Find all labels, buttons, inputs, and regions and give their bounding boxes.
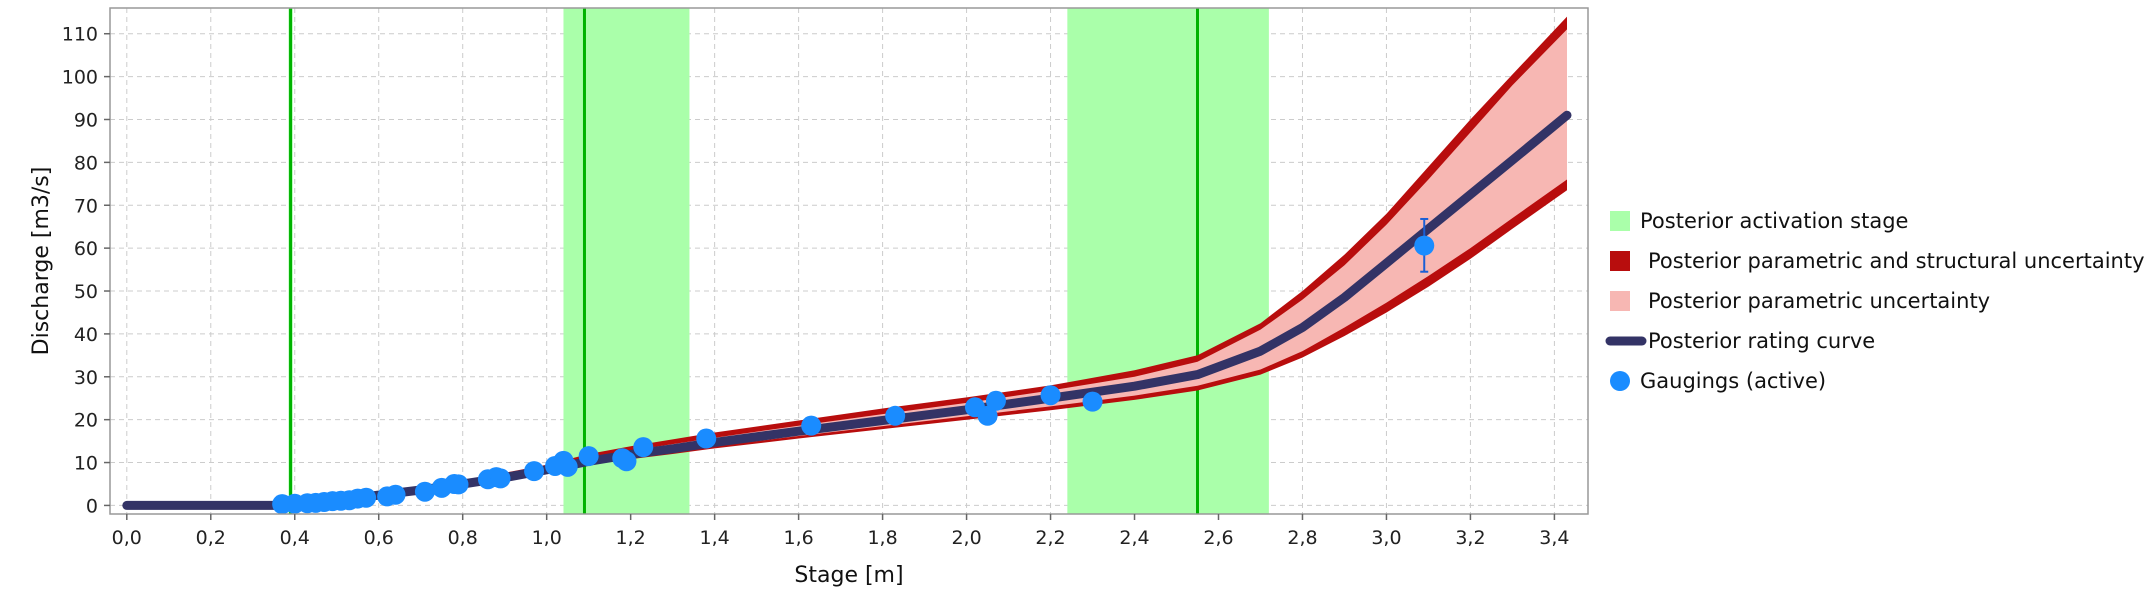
- x-tick-label: 3,2: [1455, 527, 1485, 549]
- x-tick-label: 2,2: [1035, 527, 1065, 549]
- y-tick-label: 40: [74, 324, 98, 346]
- gauging-point: [385, 484, 406, 505]
- x-tick-label: 1,0: [532, 527, 562, 549]
- x-tick-label: 0,2: [196, 527, 226, 549]
- legend: Posterior activation stage Posterior para…: [1605, 209, 2145, 393]
- gauging-point: [557, 456, 578, 477]
- y-tick-label: 100: [62, 67, 98, 89]
- y-tick-label: 90: [74, 109, 98, 131]
- x-tick-label: 2,0: [951, 527, 981, 549]
- activation-stage-band: [563, 8, 690, 514]
- gauging-point: [696, 428, 717, 449]
- y-tick-label: 70: [74, 195, 98, 217]
- gauging-point: [616, 451, 637, 472]
- x-axis-title: Stage [m]: [794, 563, 903, 588]
- x-tick-label: 3,0: [1371, 527, 1401, 549]
- plot-area-border: [109, 7, 1589, 515]
- gauging-point: [801, 415, 822, 436]
- gauging-point: [448, 474, 469, 495]
- x-tick-label: 0,0: [112, 527, 142, 549]
- y-axis: 0 10 20 30 40 50 60 70 80 90 100 110: [62, 24, 110, 517]
- x-tick-label: 1,2: [616, 527, 646, 549]
- legend-label: Posterior parametric uncertainty: [1648, 289, 1990, 313]
- x-tick-label: 0,8: [448, 527, 478, 549]
- x-tick-label: 2,6: [1203, 527, 1233, 549]
- gauging-point: [1040, 385, 1061, 406]
- gauging-point: [414, 481, 435, 502]
- gauging-point: [356, 487, 377, 508]
- y-tick-label: 30: [74, 367, 98, 389]
- activation-stage-bands: [288, 8, 1269, 514]
- gauging-point: [985, 390, 1006, 411]
- legend-swatch: [1610, 371, 1630, 391]
- legend-swatch: [1610, 211, 1630, 231]
- gauging-point: [633, 437, 654, 458]
- legend-label: Posterior parametric and structural unce…: [1648, 249, 2145, 273]
- legend-label: Posterior rating curve: [1648, 329, 1875, 353]
- legend-label: Posterior activation stage: [1640, 209, 1908, 233]
- y-tick-label: 50: [74, 281, 98, 303]
- x-tick-label: 1,4: [700, 527, 730, 549]
- x-tick-label: 3,4: [1539, 527, 1569, 549]
- legend-swatch: [1610, 291, 1630, 311]
- x-tick-label: 1,6: [784, 527, 814, 549]
- gauging-point: [490, 468, 511, 489]
- y-tick-label: 60: [74, 238, 98, 260]
- gauging-point: [1082, 391, 1103, 412]
- activation-stage-band: [1067, 8, 1269, 514]
- gauging-point: [977, 405, 998, 426]
- uncertainty-bands: [126, 16, 1567, 506]
- x-tick-label: 2,8: [1287, 527, 1317, 549]
- y-tick-label: 0: [86, 495, 98, 517]
- x-tick-label: 0,4: [280, 527, 310, 549]
- y-tick-label: 10: [74, 453, 98, 475]
- gauging-point: [578, 446, 599, 467]
- gauging-point: [1414, 235, 1435, 256]
- x-tick-label: 0,6: [364, 527, 394, 549]
- x-axis: 0,0 0,2 0,4 0,6 0,8 1,0 1,2 1,4 1,6 1,8 2,0 2,2 2,4 2…: [112, 514, 1570, 549]
- legend-label: Gaugings (active): [1640, 369, 1826, 393]
- x-tick-label: 2,4: [1119, 527, 1149, 549]
- gauging-point: [524, 461, 545, 482]
- y-tick-label: 80: [74, 152, 98, 174]
- gaugings-layer: [272, 217, 1435, 515]
- x-tick-label: 1,8: [867, 527, 897, 549]
- y-tick-label: 20: [74, 410, 98, 432]
- y-tick-label: 110: [62, 24, 98, 46]
- y-axis-title: Discharge [m3/s]: [29, 167, 54, 356]
- legend-swatch: [1610, 251, 1630, 271]
- gauging-point: [885, 405, 906, 426]
